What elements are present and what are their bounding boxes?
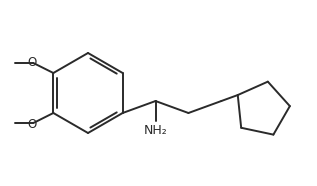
Text: O: O: [28, 55, 37, 68]
Text: O: O: [28, 118, 37, 132]
Text: NH₂: NH₂: [144, 124, 167, 137]
